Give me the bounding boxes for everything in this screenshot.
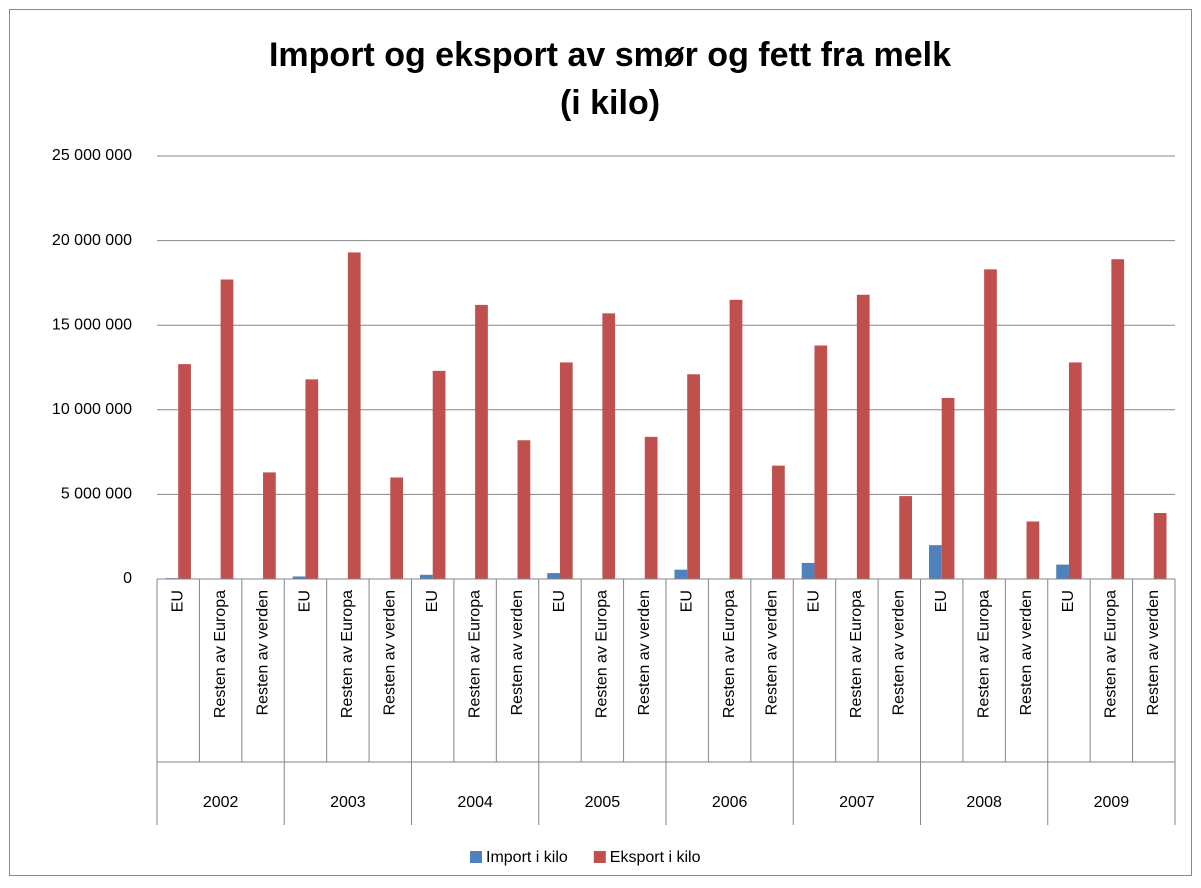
x-tick-label: Resten av verden: [254, 590, 271, 715]
y-tick-label: 5 000 000: [61, 486, 132, 503]
group-label: 2004: [457, 794, 493, 811]
bar: [305, 379, 318, 579]
chart-title: Import og eksport av smør og fett fra me…: [269, 36, 951, 74]
x-tick-label: Resten av verden: [1018, 590, 1035, 715]
x-tick-label: EU: [169, 590, 186, 612]
bar: [518, 440, 531, 579]
bar: [814, 346, 827, 579]
bar: [390, 477, 403, 579]
y-tick-label: 20 000 000: [52, 232, 132, 249]
x-tick-label: Resten av Europa: [212, 590, 229, 718]
group-label: 2008: [966, 794, 1002, 811]
x-tick-label: EU: [806, 590, 823, 612]
x-tick-label: Resten av verden: [1145, 590, 1162, 715]
bar: [942, 398, 955, 579]
bar: [645, 437, 658, 579]
bar: [899, 496, 912, 579]
group-label: 2005: [585, 794, 621, 811]
y-tick-label: 0: [123, 570, 132, 587]
bar: [221, 280, 234, 579]
chart-title: (i kilo): [560, 84, 660, 122]
bar: [674, 570, 687, 579]
legend-label: Eksport i kilo: [610, 849, 701, 866]
x-tick-label: Resten av Europa: [466, 590, 483, 718]
bar: [857, 295, 870, 579]
x-tick-label: Resten av verden: [636, 590, 653, 715]
bar: [772, 466, 785, 579]
y-tick-label: 10 000 000: [52, 401, 132, 418]
bar: [475, 305, 488, 579]
group-label: 2003: [330, 794, 366, 811]
x-tick-label: Resten av verden: [382, 590, 399, 715]
y-tick-label: 25 000 000: [52, 147, 132, 164]
x-tick-label: EU: [1060, 590, 1077, 612]
x-tick-label: Resten av verden: [763, 590, 780, 715]
x-tick-label: EU: [551, 590, 568, 612]
group-label: 2006: [712, 794, 748, 811]
legend-swatch: [594, 851, 606, 863]
x-tick-label: Resten av Europa: [1103, 590, 1120, 718]
bar: [348, 252, 361, 579]
bar: [547, 573, 560, 579]
x-tick-label: Resten av Europa: [594, 590, 611, 718]
bar: [687, 374, 700, 579]
bar: [433, 371, 446, 579]
bar: [1027, 521, 1040, 579]
bar: [420, 575, 433, 579]
x-tick-label: EU: [297, 590, 314, 612]
bar: [984, 269, 997, 579]
bar: [602, 313, 615, 579]
legend-swatch: [470, 851, 482, 863]
group-label: 2002: [203, 794, 239, 811]
bar: [1056, 565, 1069, 579]
x-tick-label: EU: [424, 590, 441, 612]
legend-label: Import i kilo: [486, 849, 568, 866]
bar: [1154, 513, 1167, 579]
x-tick-label: Resten av Europa: [721, 590, 738, 718]
bar: [1111, 259, 1124, 579]
bar: [929, 545, 942, 579]
bar: [560, 362, 573, 579]
x-tick-label: Resten av Europa: [339, 590, 356, 718]
x-tick-label: Resten av Europa: [975, 590, 992, 718]
bar: [263, 472, 276, 579]
group-label: 2007: [839, 794, 875, 811]
x-tick-label: EU: [678, 590, 695, 612]
x-tick-label: Resten av verden: [509, 590, 526, 715]
x-tick-label: Resten av Europa: [848, 590, 865, 718]
x-tick-label: EU: [933, 590, 950, 612]
group-label: 2009: [1094, 794, 1130, 811]
x-tick-label: Resten av verden: [891, 590, 908, 715]
bar: [1069, 362, 1082, 579]
bar: [802, 563, 815, 579]
bar: [730, 300, 743, 579]
y-tick-label: 15 000 000: [52, 316, 132, 333]
bar: [178, 364, 191, 579]
